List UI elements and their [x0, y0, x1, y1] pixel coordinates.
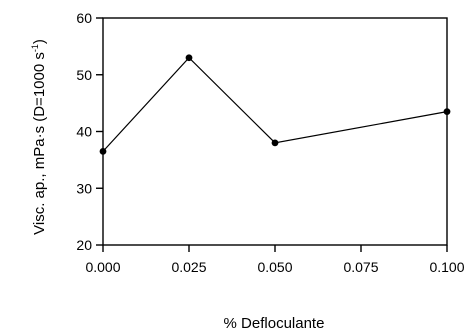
y-axis-label-superscript: -1 [30, 44, 40, 52]
y-tick-label: 30 [76, 180, 92, 196]
y-axis-label: Visc. ap., mPa·s (D=1000 s-1) [30, 39, 48, 235]
x-tick-label: 0.075 [343, 259, 378, 275]
data-series [99, 54, 451, 155]
x-axis-ticks: 0.000 0.025 0.050 0.075 0.100 [85, 245, 465, 275]
y-tick-label: 20 [76, 237, 92, 253]
y-axis-label-close: ) [31, 39, 48, 44]
x-tick-label: 0.000 [85, 259, 120, 275]
y-tick-label: 40 [76, 124, 92, 140]
data-point [443, 108, 451, 116]
x-tick-label: 0.050 [257, 259, 292, 275]
x-axis-label: % Defloculante [224, 315, 325, 332]
chart-axes [102, 17, 448, 246]
data-point [271, 139, 279, 147]
data-point [99, 147, 107, 155]
y-tick-label: 60 [76, 10, 92, 26]
y-tick-label: 50 [76, 67, 92, 83]
data-point [185, 54, 193, 62]
y-axis-ticks: 20 30 40 50 60 [76, 10, 103, 253]
plot-frame [102, 17, 448, 246]
x-tick-label: 0.100 [429, 259, 464, 275]
y-axis-label-main: Visc. ap., mPa·s (D=1000 s [31, 52, 48, 235]
x-tick-label: 0.025 [171, 259, 206, 275]
series-line [102, 56, 448, 152]
